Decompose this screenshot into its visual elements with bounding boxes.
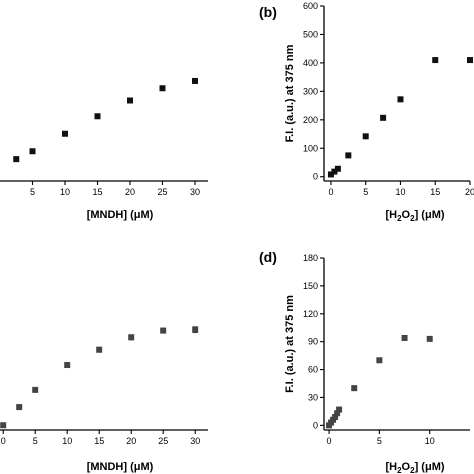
data-point <box>127 97 133 104</box>
data-point <box>159 85 166 92</box>
y-tick-label: 60 <box>308 365 318 375</box>
data-point <box>397 96 404 103</box>
x-axis-label-part: M) <box>140 209 153 221</box>
y-tick-label: 300 <box>303 86 318 96</box>
data-point <box>32 386 39 393</box>
data-point <box>426 335 433 342</box>
data-point <box>16 404 23 411</box>
x-axis-label-part: μ <box>134 209 141 221</box>
data-point <box>380 114 387 121</box>
x-tick-label: 10 <box>395 187 405 197</box>
data-point <box>160 327 167 334</box>
x-axis-label-part: M) <box>432 461 445 473</box>
x-tick-label: 0 <box>327 436 332 446</box>
data-point <box>334 410 341 417</box>
x-axis-label-part: O <box>402 461 411 473</box>
x-tick-label: 25 <box>158 436 168 446</box>
y-tick-label: 600 <box>303 1 318 11</box>
x-tick-label: 10 <box>425 436 435 446</box>
x-axis-label-part: 2 <box>397 214 402 223</box>
x-axis-label-part: M) <box>432 209 445 221</box>
data-point <box>376 357 383 364</box>
y-tick-label: 100 <box>303 143 318 153</box>
x-tick-label: 20 <box>125 187 135 197</box>
x-tick-label: 10 <box>62 436 72 446</box>
y-tick-label: 400 <box>303 58 318 68</box>
x-tick-label: 15 <box>92 187 102 197</box>
x-tick-label: 10 <box>60 187 70 197</box>
x-axis-label-part: μ <box>134 461 141 473</box>
y-tick-label: 90 <box>308 337 318 347</box>
x-axis-label-part: μ <box>425 461 432 473</box>
x-axis-label: [H2O2] (μM) <box>385 461 444 474</box>
x-tick-label: 0 <box>1 436 6 446</box>
data-point <box>467 57 473 64</box>
data-point <box>96 346 103 353</box>
x-axis-label-part: O <box>402 209 411 221</box>
panel-0: 5 10 15 20 25 30 [MNDH] (μM) <box>0 77 208 221</box>
data-point <box>332 413 339 420</box>
x-axis-label-part: [H <box>385 209 397 221</box>
y-tick-label: 0 <box>313 420 318 430</box>
data-point <box>336 406 343 413</box>
x-tick-label: 20 <box>126 436 136 446</box>
data-point <box>62 130 68 137</box>
data-point <box>327 171 334 178</box>
panel-2: 0 5 10 15 20 25 30 [MNDH] (μM) <box>0 326 208 473</box>
data-point <box>13 156 20 163</box>
data-point <box>362 133 369 140</box>
x-axis-label-part: 2 <box>410 214 415 223</box>
y-tick-label: 30 <box>308 392 318 402</box>
data-point <box>192 326 199 333</box>
data-point <box>192 77 198 84</box>
x-axis-label-part: μ <box>425 209 432 221</box>
x-axis-label: [H2O2] (μM) <box>385 209 444 223</box>
data-point <box>334 165 341 172</box>
panel-label: (b) <box>259 4 277 20</box>
data-point <box>94 113 101 120</box>
x-axis-label-part: 2 <box>397 466 402 474</box>
panel-label: (d) <box>259 249 277 265</box>
x-tick-label: 30 <box>190 436 200 446</box>
x-axis-label: [MNDH] (μM) <box>87 209 154 221</box>
x-tick-label: 20 <box>465 187 474 197</box>
x-tick-label: 15 <box>94 436 104 446</box>
x-axis-label-part: M) <box>140 461 153 473</box>
y-tick-label: 200 <box>303 115 318 125</box>
x-tick-label: 5 <box>377 436 382 446</box>
data-point <box>401 334 408 341</box>
x-tick-label: 25 <box>157 187 167 197</box>
x-axis-label-part: [H <box>385 461 397 473</box>
data-point <box>331 168 338 175</box>
x-tick-label: 30 <box>190 187 200 197</box>
y-tick-label: 180 <box>303 253 318 263</box>
y-tick-label: 120 <box>303 309 318 319</box>
x-tick-label: 5 <box>30 187 35 197</box>
data-point <box>432 57 439 64</box>
x-tick-label: 5 <box>33 436 38 446</box>
data-point <box>351 385 358 392</box>
x-axis-label: [MNDH] (μM) <box>87 461 154 473</box>
y-axis-label: F.I. (a.u.) at 375 nm <box>284 295 296 393</box>
data-point <box>29 148 36 155</box>
y-axis-label: F.I. (a.u.) at 375 nm <box>284 44 296 142</box>
y-tick-label: 500 <box>303 29 318 39</box>
x-axis-label-part: [MNDH] ( <box>87 461 134 473</box>
x-axis-label-part: 2 <box>410 466 415 474</box>
y-tick-label: 150 <box>303 281 318 291</box>
x-axis-label-part: [MNDH] ( <box>87 209 134 221</box>
x-axis-label-part: ] ( <box>415 209 426 221</box>
y-tick-label: 0 <box>313 172 318 182</box>
x-tick-label: 0 <box>328 187 333 197</box>
data-point <box>128 334 135 341</box>
x-tick-label: 5 <box>363 187 368 197</box>
data-point <box>345 152 352 159</box>
x-tick-label: 15 <box>430 187 440 197</box>
data-point <box>64 362 71 369</box>
data-point <box>0 422 7 429</box>
x-axis-label-part: ] ( <box>415 461 426 473</box>
